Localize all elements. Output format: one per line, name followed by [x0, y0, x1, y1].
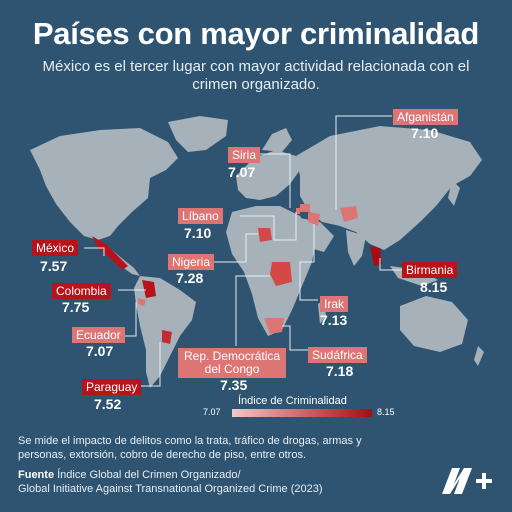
- country-siria: [300, 204, 310, 212]
- leader-siria: [258, 153, 291, 208]
- label-sudafrica: Sudáfrica: [308, 347, 367, 363]
- land-australia: [400, 296, 468, 352]
- land-india: [346, 230, 366, 266]
- value-siria: 7.07: [228, 164, 256, 180]
- value-nigeria: 7.28: [176, 270, 204, 286]
- page-title: Países con mayor criminalidad: [32, 16, 480, 51]
- leader-rdc: [235, 275, 270, 346]
- legend-min: 7.07: [203, 407, 221, 417]
- label-rdc: Rep. Democrática del Congo: [178, 348, 287, 378]
- leader-nigeria: [212, 233, 258, 263]
- leader-birmania: [379, 258, 402, 271]
- country-afganistan: [340, 206, 358, 222]
- leader-paraguay: [140, 342, 161, 387]
- methodology-note: Se mide el impacto de delitos como la tr…: [18, 435, 362, 461]
- country-irak: [308, 212, 320, 226]
- country-colombia: [142, 280, 156, 298]
- label-nigeria: Nigeria: [168, 254, 215, 270]
- value-ecuador: 7.07: [86, 343, 114, 359]
- land-japan: [448, 180, 460, 206]
- label-afganistan: Afganistán: [393, 109, 458, 125]
- source-text: Fuente Índice Global del Crimen Organiza…: [18, 468, 398, 496]
- label-paraguay: Paraguay: [82, 379, 142, 395]
- value-mexico: 7.57: [40, 258, 68, 274]
- value-rdc: 7.35: [220, 377, 248, 393]
- legend-max: 8.15: [377, 407, 395, 417]
- leader-afganistan: [335, 115, 392, 210]
- leader-mexico: [84, 247, 105, 256]
- label-mexico: México: [32, 240, 79, 256]
- source-line1: Índice Global del Crimen Organizado/: [57, 469, 241, 481]
- label-ecuador: Ecuador: [72, 327, 125, 343]
- legend-title: Índice de Criminalidad: [238, 395, 347, 407]
- land-greenland: [168, 116, 228, 152]
- value-irak: 7.13: [320, 312, 348, 328]
- land-scandinavia: [262, 128, 292, 152]
- label-rdc-line1: Rep. Democrática: [184, 349, 281, 363]
- source-label: Fuente: [18, 469, 55, 481]
- label-birmania: Birmania: [402, 262, 458, 278]
- label-rdc-line2: del Congo: [204, 362, 260, 376]
- land-new-zealand: [474, 346, 484, 366]
- value-colombia: 7.75: [62, 299, 90, 315]
- land-arabia: [300, 218, 334, 252]
- land-asia: [296, 126, 482, 250]
- label-colombia: Colombia: [52, 283, 111, 299]
- label-libano: Líbano: [178, 208, 223, 224]
- value-birmania: 8.15: [420, 279, 448, 295]
- country-nigeria: [258, 228, 272, 242]
- land-north-america: [30, 128, 178, 240]
- value-paraguay: 7.52: [94, 396, 122, 412]
- value-afganistan: 7.10: [411, 125, 439, 141]
- label-siria: Siria: [228, 147, 261, 163]
- value-libano: 7.10: [184, 225, 212, 241]
- source-line2: Global Initiative Against Transnational …: [18, 483, 323, 495]
- value-sudafrica: 7.18: [326, 363, 354, 379]
- leader-irak: [299, 224, 318, 301]
- country-birmania: [370, 246, 382, 266]
- legend-gradient-bar: [232, 409, 372, 417]
- country-mexico: [92, 236, 128, 270]
- country-paraguay: [162, 330, 172, 344]
- label-irak: Irak: [320, 296, 349, 312]
- country-ecuador: [138, 298, 146, 306]
- country-rdc: [270, 262, 292, 286]
- country-libano: [296, 208, 300, 214]
- country-sudafrica: [264, 318, 284, 334]
- page-subtitle: México es el tercer lugar con mayor acti…: [42, 58, 470, 93]
- leader-libano: [240, 212, 297, 241]
- n-plus-logo: N+: [442, 468, 492, 494]
- leader-ecuador: [120, 302, 137, 337]
- world-map: [30, 115, 484, 388]
